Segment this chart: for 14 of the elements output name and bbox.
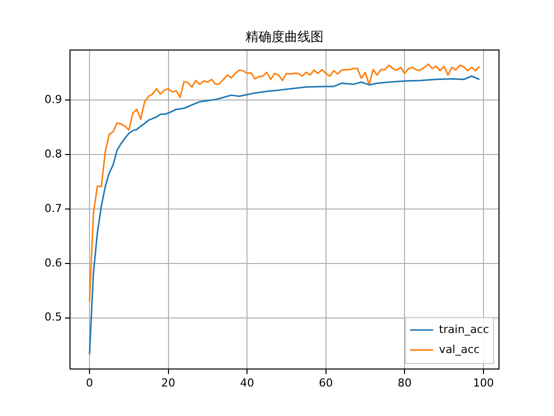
y-tick-label: 0.7 [44, 202, 62, 215]
legend-label: train_acc [439, 322, 490, 336]
x-tick-label: 80 [398, 376, 412, 390]
chart-title: 精确度曲线图 [246, 28, 324, 45]
x-tick-label: 40 [240, 376, 254, 390]
x-tick-label: 60 [318, 376, 333, 390]
x-tick-label: 100 [472, 376, 494, 390]
legend-label: val_acc [439, 342, 480, 356]
y-tick-label: 0.9 [44, 92, 62, 106]
y-tick-label: 0.8 [44, 147, 62, 160]
x-tick-label: 0 [86, 376, 93, 390]
y-tick-label: 0.6 [44, 256, 62, 270]
x-tick-label: 20 [161, 376, 176, 390]
y-tick-label: 0.5 [44, 310, 62, 324]
